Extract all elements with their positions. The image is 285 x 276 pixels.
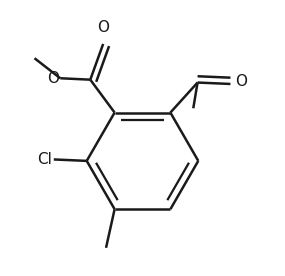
- Text: O: O: [47, 71, 59, 86]
- Text: O: O: [97, 20, 109, 35]
- Text: O: O: [235, 74, 247, 89]
- Text: Cl: Cl: [38, 152, 52, 167]
